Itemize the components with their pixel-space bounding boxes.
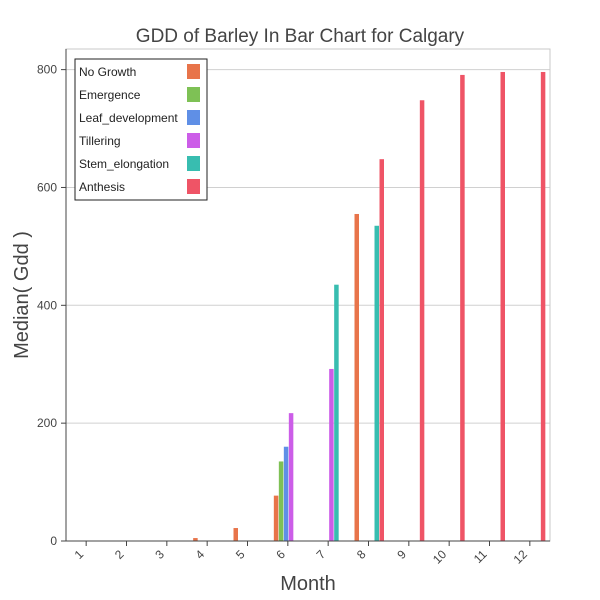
x-tick-label: 3 xyxy=(152,547,167,562)
x-tick-label: 1 xyxy=(72,547,87,562)
chart-title: GDD of Barley In Bar Chart for Calgary xyxy=(136,26,465,47)
legend-label: Stem_elongation xyxy=(79,157,169,171)
legend-swatch xyxy=(187,156,200,171)
x-tick-label: 7 xyxy=(314,547,329,562)
legend-swatch xyxy=(187,64,200,79)
bar-no-growth xyxy=(193,538,198,541)
x-tick-label: 12 xyxy=(511,547,531,567)
bar-leaf-development xyxy=(283,446,289,541)
bar-no-growth xyxy=(354,213,359,541)
x-tick-label: 9 xyxy=(394,547,409,562)
legend: No Growth Emergence Leaf_development Tiller… xyxy=(74,58,208,201)
legend-label: No Growth xyxy=(79,65,136,79)
x-tick-label: 4 xyxy=(193,547,208,562)
x-axis: 1 2 3 4 5 6 7 8 9 10 11 12 xyxy=(66,540,550,567)
bar-emergence xyxy=(278,461,284,541)
legend-label: Tillering xyxy=(79,134,121,148)
y-tick-label: 0 xyxy=(50,534,57,548)
legend-label: Anthesis xyxy=(79,180,125,194)
bar-tillering xyxy=(288,413,294,541)
bar-no-growth xyxy=(273,495,279,541)
y-tick-label: 800 xyxy=(37,63,57,77)
legend-label: Leaf_development xyxy=(79,111,178,125)
bar-anthesis xyxy=(379,159,384,541)
x-tick-label: 5 xyxy=(233,547,248,562)
bar-no-growth xyxy=(233,528,238,541)
x-tick-label: 6 xyxy=(273,547,288,562)
bar-stem-elongation xyxy=(334,284,339,541)
legend-label: Emergence xyxy=(79,88,141,102)
bar-anthesis xyxy=(460,74,465,541)
legend-box xyxy=(74,58,208,201)
y-tick-label: 200 xyxy=(37,416,57,430)
bar-anthesis xyxy=(500,71,505,541)
x-axis-label: Month xyxy=(280,573,336,595)
x-tick-label: 10 xyxy=(430,547,450,567)
x-tick-label: 8 xyxy=(354,547,369,562)
y-axis-label: Median( Gdd ) xyxy=(11,231,33,359)
y-axis: 0 200 400 600 800 xyxy=(37,49,67,548)
legend-swatch xyxy=(187,110,200,125)
legend-swatch xyxy=(187,87,200,102)
bar-anthesis xyxy=(419,100,425,542)
bar-anthesis xyxy=(540,71,546,541)
bar-tillering xyxy=(329,368,334,541)
y-tick-label: 400 xyxy=(37,298,57,312)
bar-stem-elongation xyxy=(374,225,379,541)
legend-swatch xyxy=(187,133,200,148)
x-tick-label: 11 xyxy=(471,547,490,566)
legend-swatch xyxy=(187,179,200,194)
y-tick-label: 600 xyxy=(37,180,57,194)
x-tick-label: 2 xyxy=(112,547,127,562)
bars-group xyxy=(193,71,546,542)
